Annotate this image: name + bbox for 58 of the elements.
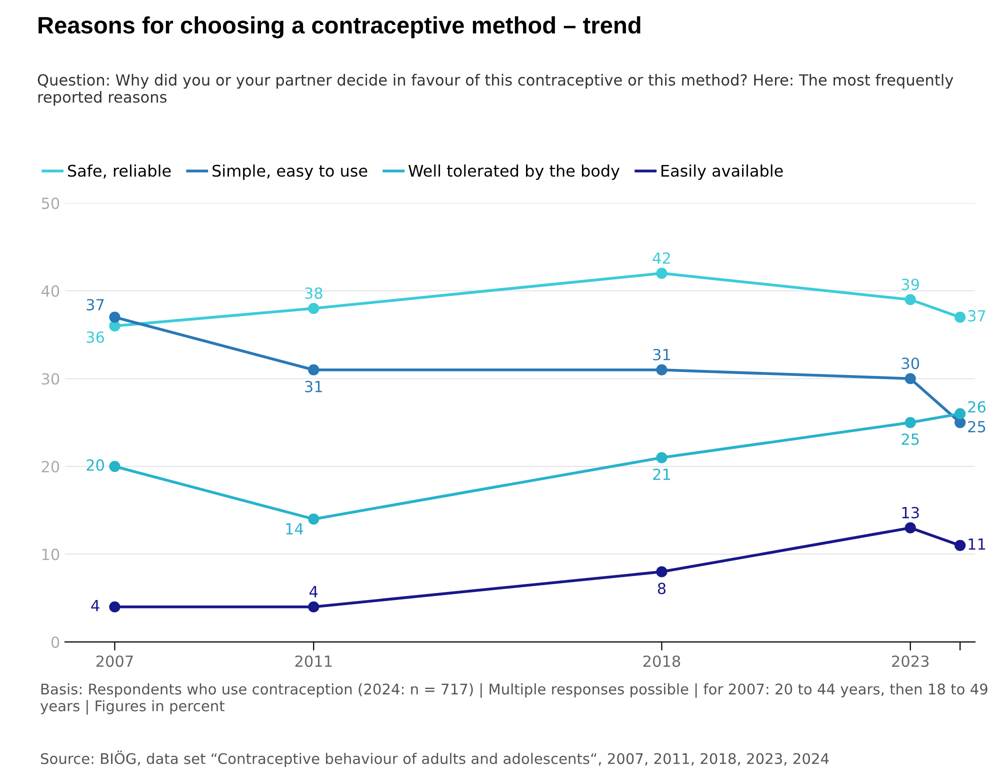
data-label: 13 bbox=[902, 506, 919, 518]
y-tick-label: 20 bbox=[42, 460, 60, 472]
y-tick-label: 10 bbox=[42, 548, 60, 560]
point bbox=[308, 601, 320, 612]
point bbox=[904, 416, 916, 428]
y-tick-label: 0 bbox=[51, 636, 60, 648]
data-label: 39 bbox=[902, 278, 919, 290]
data-label: 4 bbox=[310, 586, 318, 598]
point bbox=[954, 540, 966, 551]
chart-subtitle: Question: Why did you or your partner decide in favour of this contraceptive or this method? Here: The most frequently reported reasons bbox=[38, 74, 954, 106]
data-label: 31 bbox=[653, 348, 670, 360]
data-label: 4 bbox=[91, 600, 100, 612]
point bbox=[656, 364, 668, 376]
point bbox=[904, 373, 916, 384]
y-tick-label: 40 bbox=[41, 285, 60, 297]
x-tick-label: 2023 bbox=[892, 655, 929, 667]
text: Basis: Respondents who use contraception (2024: n = 717) | Multiple responses possible | for 2007: 20 to 44 years, then 18 to 49 years | Figures in percent bbox=[40, 683, 988, 715]
point bbox=[109, 312, 120, 323]
x-tick-label: 2007 bbox=[96, 655, 133, 667]
data-label: 21 bbox=[653, 468, 670, 480]
point bbox=[656, 452, 668, 464]
point bbox=[109, 460, 120, 472]
data-label: 25 bbox=[968, 420, 986, 433]
point bbox=[904, 522, 916, 534]
data-label: 37 bbox=[86, 298, 104, 310]
point bbox=[656, 268, 668, 279]
data-label: 8 bbox=[658, 582, 666, 594]
point bbox=[954, 312, 966, 323]
point bbox=[308, 364, 320, 376]
data-label: 26 bbox=[968, 401, 986, 413]
legend-label: Simple, easy to use bbox=[212, 164, 368, 180]
data-label: 38 bbox=[305, 287, 322, 299]
y-tick-label: 30 bbox=[42, 373, 60, 385]
y-tick-label: 50 bbox=[42, 198, 60, 210]
data-label: 37 bbox=[968, 310, 986, 322]
point bbox=[308, 302, 320, 314]
data-label: 42 bbox=[652, 252, 670, 264]
legend-label: Easily available bbox=[662, 164, 783, 180]
data-label: 20 bbox=[86, 459, 104, 471]
point bbox=[109, 320, 120, 332]
point bbox=[109, 601, 120, 612]
data-label: 30 bbox=[902, 358, 920, 370]
legend-label: Well tolerated by the body bbox=[408, 164, 620, 180]
data-label: 14 bbox=[286, 523, 304, 534]
point bbox=[308, 514, 320, 525]
data-label: 11 bbox=[968, 538, 986, 550]
point bbox=[656, 566, 668, 578]
point bbox=[954, 408, 966, 420]
point bbox=[954, 416, 966, 428]
chart-title: Reasons for choosing a contraceptive method – trend bbox=[38, 16, 640, 38]
data-label: 31 bbox=[305, 380, 322, 392]
source-note: Source: BIÖG, data set “Contraceptive behaviour of adults and adolescents“, 2007, 2011, 2018, 2023, 2024 bbox=[40, 750, 829, 767]
legend-label: Safe, reliable bbox=[68, 164, 171, 178]
point bbox=[904, 294, 916, 306]
data-label: 36 bbox=[86, 331, 104, 343]
x-tick-label: 2018 bbox=[643, 655, 680, 667]
data-label: 25 bbox=[902, 433, 919, 446]
x-tick-label: 2011 bbox=[295, 655, 332, 667]
